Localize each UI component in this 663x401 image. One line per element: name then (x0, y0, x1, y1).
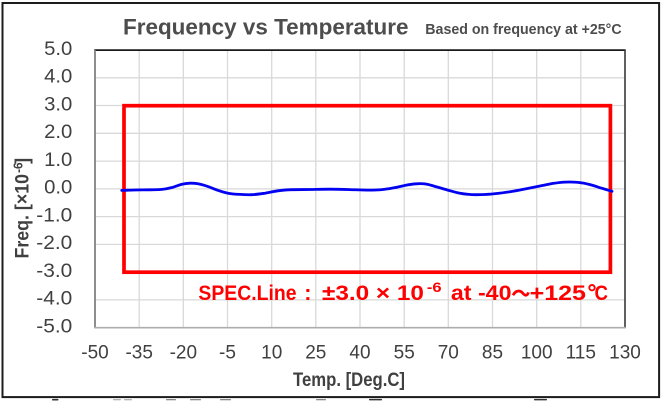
svg-text:5.0: 5.0 (44, 39, 72, 60)
svg-text:Frequency vs Temperature: Frequency vs Temperature (123, 14, 409, 39)
svg-text:55: 55 (394, 342, 415, 363)
svg-text:-50: -50 (81, 342, 108, 363)
svg-text:at -40: at -40 (451, 281, 512, 305)
svg-text:Temp. [Deg.C]: Temp. [Deg.C] (293, 370, 405, 391)
svg-text:-6: -6 (11, 162, 26, 173)
svg-text:100: 100 (521, 342, 553, 363)
svg-text:-2.0: -2.0 (36, 233, 72, 254)
svg-text:130: 130 (609, 342, 641, 363)
svg-text:1.0: 1.0 (44, 150, 72, 171)
svg-text:C: C (595, 281, 609, 305)
svg-text:4.0: 4.0 (44, 67, 72, 88)
svg-text:-3.0: -3.0 (36, 261, 72, 282)
svg-text:±3.0 × 10: ±3.0 × 10 (322, 281, 424, 305)
svg-text:Based on frequency at +25°C: Based on frequency at +25°C (425, 22, 622, 38)
svg-text:+125: +125 (530, 281, 586, 305)
svg-text:-6: -6 (427, 280, 442, 295)
svg-text:]: ] (13, 158, 34, 164)
svg-text:SPEC.Line: SPEC.Line (198, 281, 296, 305)
svg-text::: : (304, 281, 311, 305)
svg-text:85: 85 (482, 342, 503, 363)
svg-text:-35: -35 (125, 342, 152, 363)
svg-text:-1.0: -1.0 (36, 205, 72, 226)
svg-text:-5: -5 (219, 342, 236, 363)
svg-text:115: 115 (566, 342, 596, 363)
svg-text:-5.0: -5.0 (36, 317, 72, 338)
svg-text:70: 70 (438, 342, 459, 363)
svg-text:Freq. [×10: Freq. [×10 (13, 174, 34, 259)
svg-text:-20: -20 (170, 342, 197, 363)
svg-text:0.0: 0.0 (44, 178, 72, 199)
svg-text:25: 25 (305, 342, 326, 363)
svg-text:3.0: 3.0 (44, 94, 72, 115)
svg-text:10: 10 (261, 342, 282, 363)
svg-text:2.0: 2.0 (44, 122, 72, 143)
svg-text:40: 40 (349, 342, 370, 363)
svg-text:-4.0: -4.0 (36, 289, 72, 310)
